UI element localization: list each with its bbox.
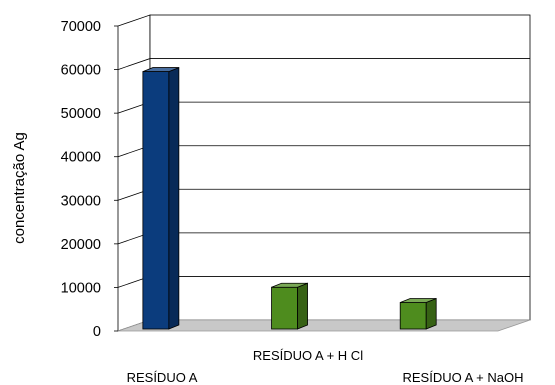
bar-side [425, 297, 437, 330]
y-axis-label: concentração Ag [11, 132, 28, 244]
y-tick-label: 40000 [61, 150, 101, 166]
bar [271, 282, 308, 330]
y-tick-label: 60000 [61, 63, 101, 79]
category-labels: RESÍDUO A RESÍDUO A + H Cl RESÍDUO A + NaO… [127, 348, 524, 385]
back-wall [149, 14, 531, 321]
y-tick-label: 10000 [61, 280, 101, 296]
floor [117, 319, 531, 332]
bar [399, 297, 437, 330]
y-tick-label: 50000 [61, 106, 101, 122]
bars [142, 66, 437, 330]
bar [142, 66, 180, 330]
y-tick-label: 30000 [61, 193, 101, 209]
bar-front [271, 286, 298, 330]
y-tick-label: 0 [93, 324, 101, 340]
bar-side [168, 66, 180, 330]
y-tick-labels: 0 10000 20000 30000 40000 50000 60000 70000 [61, 19, 118, 340]
category-label: RESÍDUO A + H Cl [253, 348, 363, 363]
bar-top [271, 282, 308, 288]
bar-top [400, 298, 437, 303]
chart-walls [117, 14, 531, 332]
bar-front [399, 302, 427, 330]
bar-side [297, 282, 308, 330]
bar-front [142, 71, 170, 330]
gridline [117, 58, 530, 70]
y-tick-label: 20000 [61, 237, 101, 253]
bar-top [142, 67, 180, 72]
category-label: RESÍDUO A + NaOH [402, 370, 523, 385]
y-tick-label: 70000 [61, 19, 101, 35]
category-label: RESÍDUO A [127, 370, 198, 385]
